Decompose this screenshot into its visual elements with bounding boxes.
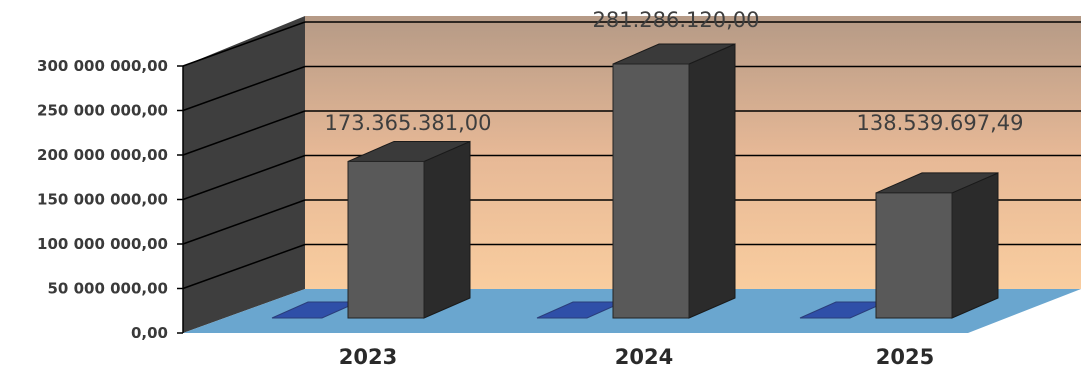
gridline	[182, 110, 306, 156]
bar-2024	[612, 63, 690, 319]
data-label: 138.539.697,49	[857, 111, 1024, 135]
y-tick-label: 150 000 000,00	[37, 191, 168, 209]
y-tick-label: 250 000 000,00	[37, 102, 168, 120]
bar-side	[951, 172, 999, 319]
y-tick-label: 200 000 000,00	[37, 146, 168, 164]
y-tick-label: 0,00	[131, 324, 168, 342]
data-label: 281.286.120,00	[593, 8, 760, 32]
y-tick-label: 100 000 000,00	[37, 235, 168, 253]
y-tick-label: 50 000 000,00	[47, 280, 168, 298]
gridline	[182, 243, 306, 290]
x-tick-label: 2024	[615, 345, 673, 368]
gridline	[182, 199, 306, 245]
bar-side	[423, 140, 471, 319]
gridline	[182, 65, 306, 112]
bar-2025	[875, 192, 953, 319]
y-tick-label: 300 000 000,00	[37, 57, 168, 75]
side-wall	[183, 16, 305, 333]
gridline	[182, 21, 306, 67]
data-label: 173.365.381,00	[325, 111, 492, 135]
gridline	[182, 154, 306, 201]
bar-side	[688, 43, 736, 319]
bar-2023	[347, 160, 425, 319]
x-tick-label: 2025	[876, 345, 934, 368]
x-tick-label: 2023	[339, 345, 397, 368]
